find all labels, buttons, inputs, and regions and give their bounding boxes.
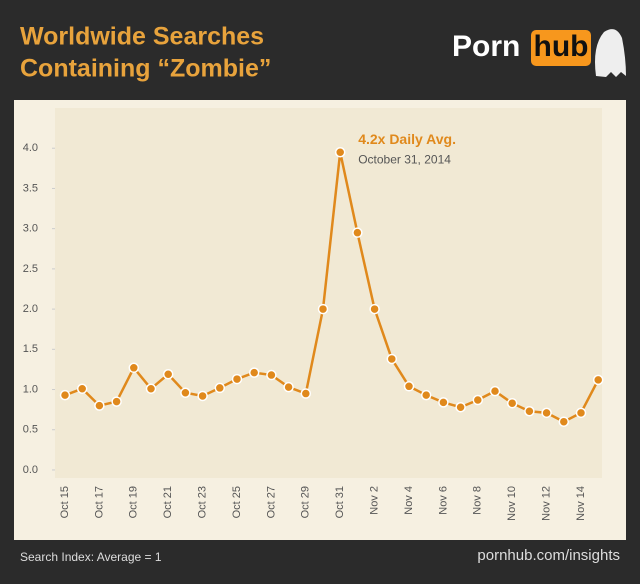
x-tick-label: Nov 2 [369, 486, 381, 515]
point [455, 401, 466, 413]
x-tick-label: Oct 23 [197, 486, 209, 518]
point [592, 374, 604, 386]
point [128, 362, 140, 374]
x-tick-label: Oct 17 [93, 486, 105, 518]
annotation-title: 4.2x Daily Avg. [358, 131, 456, 147]
y-tick-label: 3.0 [23, 223, 38, 235]
x-tick-label: Nov 4 [403, 486, 415, 515]
point [317, 303, 329, 315]
x-tick-label: Oct 31 [334, 486, 346, 518]
logo-text: Porn [452, 30, 520, 63]
point [575, 407, 587, 419]
point [369, 303, 380, 315]
logo-box [531, 30, 591, 66]
x-tick-label: Oct 19 [128, 486, 140, 518]
point [524, 405, 535, 417]
point [506, 397, 518, 409]
x-tick-label: Nov 8 [472, 486, 484, 515]
point [180, 387, 191, 398]
ghost-icon [595, 29, 626, 77]
point [438, 397, 449, 408]
point [231, 373, 243, 385]
x-tick-label: Oct 15 [59, 486, 71, 518]
x-tick-label: Oct 21 [162, 486, 174, 518]
point [59, 389, 71, 401]
title-line: Worldwide Searches [20, 23, 264, 51]
y-tick-label: 2.0 [23, 303, 38, 315]
title-line: Containing “Zombie” [20, 55, 271, 83]
x-tick-label: Nov 14 [575, 486, 587, 521]
point [352, 227, 363, 238]
x-tick-label: Oct 25 [231, 486, 243, 518]
point [162, 368, 174, 380]
footer-note: Search Index: Average = 1 [20, 550, 162, 564]
point [489, 385, 501, 397]
x-tick-label: Oct 27 [265, 486, 277, 518]
y-tick-label: 3.5 [23, 182, 38, 194]
x-tick-label: Nov 10 [506, 486, 518, 521]
point [76, 383, 88, 394]
y-tick-label: 4.0 [23, 142, 38, 154]
point [386, 353, 398, 365]
point [197, 390, 208, 402]
y-tick-label: 1.5 [23, 343, 38, 355]
point [145, 383, 157, 394]
annotation-subtitle: October 31, 2014 [358, 152, 451, 166]
point [541, 407, 552, 419]
point [558, 416, 570, 427]
point [472, 394, 484, 406]
point [283, 381, 294, 393]
x-tick-label: Oct 29 [300, 486, 312, 518]
logo-text: hub [534, 30, 589, 63]
x-tick-label: Nov 6 [437, 486, 449, 515]
point [334, 146, 346, 158]
point [214, 382, 226, 394]
point [403, 381, 415, 392]
footer-url: pornhub.com/insights [477, 547, 620, 564]
point [300, 388, 312, 399]
plot-area [55, 108, 602, 478]
point [248, 367, 260, 378]
point [94, 400, 105, 411]
x-tick-label: Nov 12 [541, 486, 553, 521]
point [266, 369, 277, 381]
y-tick-label: 0.0 [23, 464, 38, 476]
y-tick-label: 0.5 [23, 424, 38, 436]
y-tick-label: 2.5 [23, 263, 38, 275]
y-tick-label: 1.0 [23, 383, 38, 395]
point [111, 396, 122, 407]
point [420, 389, 432, 401]
